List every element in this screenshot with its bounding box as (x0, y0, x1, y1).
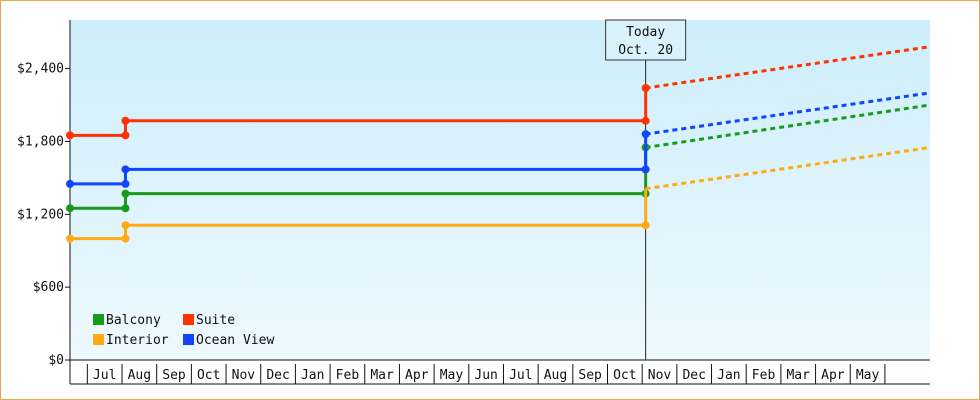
month-label: Oct (613, 368, 636, 383)
data-point-ocean-view (641, 165, 650, 174)
forecast-line-interior (645, 146, 931, 191)
legend-swatch-interior (93, 334, 104, 345)
forecast-line-suite (645, 45, 931, 90)
month-label: May (856, 368, 880, 383)
today-date: Oct. 20 (618, 43, 673, 58)
month-label: Jan (301, 368, 324, 383)
y-tick-label: $0 (48, 353, 64, 368)
data-point-suite (121, 116, 130, 125)
month-label: Aug (544, 368, 567, 383)
data-point-balcony (121, 204, 130, 213)
today-label: Today (626, 25, 665, 40)
legend-label-ocean-view: Ocean View (196, 333, 274, 348)
legend-swatch-balcony (93, 314, 104, 325)
month-label: Mar (786, 368, 810, 383)
data-point-interior (121, 221, 130, 230)
data-point-interior (66, 234, 74, 243)
legend-label-suite: Suite (196, 313, 235, 328)
data-point-suite (641, 84, 650, 92)
month-label: Jul (509, 368, 532, 383)
month-label: May (440, 368, 464, 383)
month-label: Jun (474, 368, 497, 383)
month-label: Apr (405, 368, 429, 383)
legend-label-balcony: Balcony (106, 313, 161, 328)
month-label: Jul (93, 368, 116, 383)
month-label: Jan (717, 368, 740, 383)
data-point-balcony (121, 189, 130, 198)
month-label: Sep (578, 368, 602, 383)
month-label: Dec (682, 368, 705, 383)
y-tick-label: $2,400 (17, 62, 64, 77)
y-tick-label: $600 (33, 280, 64, 295)
month-label: Nov (648, 368, 672, 383)
data-point-ocean-view (121, 165, 130, 174)
forecast-line-ocean-view (645, 91, 931, 136)
month-label: Dec (266, 368, 289, 383)
today-box (605, 19, 687, 61)
month-label: Nov (232, 368, 256, 383)
data-point-interior (641, 221, 650, 230)
y-tick-label: $1,800 (17, 134, 64, 149)
legend-swatch-suite (183, 314, 194, 325)
legend-swatch-ocean-view (183, 334, 194, 345)
data-point-suite (121, 131, 130, 140)
data-point-suite (66, 131, 74, 140)
month-label: Apr (821, 368, 845, 383)
data-point-ocean-view (66, 179, 74, 188)
month-label: Aug (128, 368, 151, 383)
plot-area (70, 20, 930, 360)
legend-label-interior: Interior (106, 333, 169, 348)
data-point-suite (641, 116, 650, 125)
month-label: Mar (370, 368, 394, 383)
month-label: Oct (197, 368, 220, 383)
data-point-balcony (66, 204, 74, 213)
data-point-ocean-view (641, 130, 650, 139)
y-tick-label: $1,200 (17, 207, 64, 222)
data-point-interior (121, 234, 130, 243)
month-label: Sep (162, 368, 186, 383)
month-label: Feb (336, 368, 360, 383)
forecast-line-balcony (645, 103, 931, 149)
data-point-ocean-view (121, 179, 130, 188)
month-label: Feb (752, 368, 776, 383)
